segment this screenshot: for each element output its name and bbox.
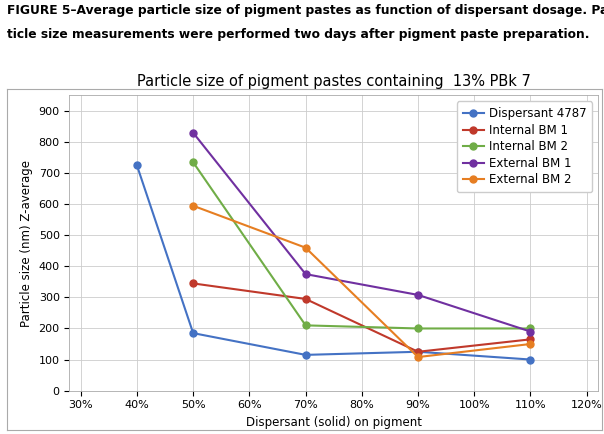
Internal BM 1 — [190, 281, 197, 286]
Y-axis label: Particle size (nm) Z-average: Particle size (nm) Z-average — [20, 160, 33, 326]
Internal BM 2 — [414, 326, 422, 331]
External BM 1 — [190, 130, 197, 135]
Dispersant 4787 — [190, 331, 197, 336]
Dispersant 4787 — [527, 357, 534, 362]
Line: External BM 2: External BM 2 — [190, 202, 534, 361]
External BM 1 — [527, 329, 534, 334]
Internal BM 1 — [302, 296, 309, 302]
External BM 1 — [302, 272, 309, 277]
External BM 2 — [414, 355, 422, 360]
Line: External BM 1: External BM 1 — [190, 129, 534, 335]
Internal BM 2 — [527, 326, 534, 331]
Line: Dispersant 4787: Dispersant 4787 — [133, 162, 534, 363]
Text: ticle size measurements were performed two days after pigment paste preparation.: ticle size measurements were performed t… — [7, 28, 590, 41]
Internal BM 2 — [302, 323, 309, 328]
Text: FIGURE 5–Average particle size of pigment pastes as function of dispersant dosag: FIGURE 5–Average particle size of pigmen… — [7, 4, 604, 17]
External BM 2 — [527, 342, 534, 347]
Dispersant 4787 — [133, 163, 141, 168]
Legend: Dispersant 4787, Internal BM 1, Internal BM 2, External BM 1, External BM 2: Dispersant 4787, Internal BM 1, Internal… — [457, 102, 592, 192]
External BM 2 — [302, 245, 309, 250]
External BM 2 — [190, 203, 197, 208]
Dispersant 4787 — [414, 349, 422, 355]
External BM 1 — [414, 293, 422, 298]
Dispersant 4787 — [302, 352, 309, 358]
Internal BM 1 — [527, 337, 534, 342]
Internal BM 1 — [414, 349, 422, 355]
Internal BM 2 — [190, 160, 197, 165]
Line: Internal BM 2: Internal BM 2 — [190, 159, 534, 332]
X-axis label: Dispersant (solid) on pigment: Dispersant (solid) on pigment — [246, 416, 422, 429]
Title: Particle size of pigment pastes containing  13% PBk 7: Particle size of pigment pastes containi… — [137, 74, 531, 89]
Line: Internal BM 1: Internal BM 1 — [190, 280, 534, 355]
